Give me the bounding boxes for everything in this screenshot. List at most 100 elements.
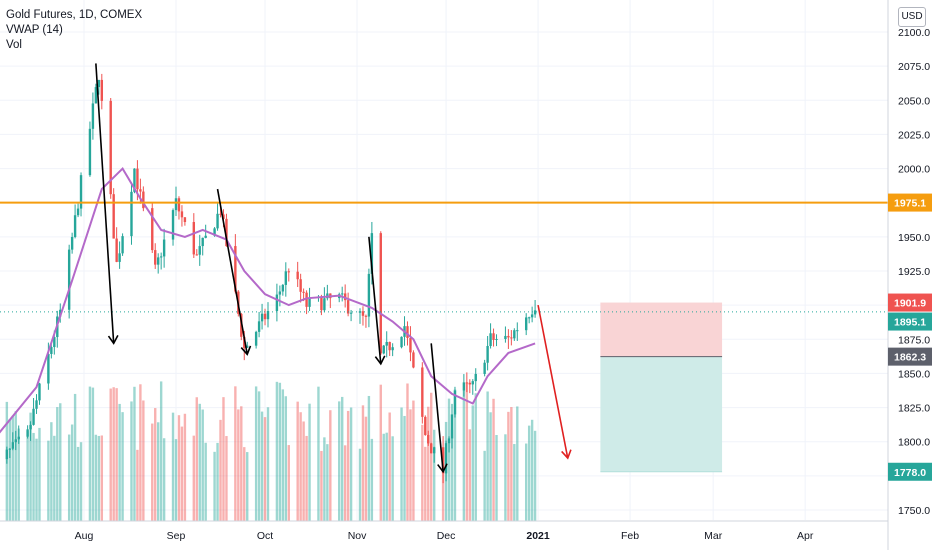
volume-bar: [240, 406, 243, 521]
candle-body: [115, 238, 118, 262]
volume-bar: [204, 442, 207, 521]
volume-bar: [139, 384, 142, 521]
volume-bar: [474, 393, 477, 521]
currency-badge[interactable]: USD: [898, 7, 926, 27]
volume-bar: [73, 393, 77, 521]
position-zones: [600, 302, 723, 473]
volume-bar: [308, 403, 311, 521]
volume-bar: [162, 438, 166, 521]
volume-bar: [465, 383, 469, 521]
volume-bar: [524, 443, 528, 521]
volume-bar: [222, 397, 225, 521]
volume-bar: [516, 406, 519, 521]
volume-bar: [317, 386, 320, 521]
candle-body: [118, 253, 121, 262]
candle-body: [275, 294, 279, 311]
projection-arrow-head: [561, 449, 572, 460]
volume-bar: [234, 386, 237, 521]
volume-bar: [243, 447, 246, 521]
candle-body: [76, 208, 80, 216]
candle-body: [234, 246, 237, 292]
symbol-title[interactable]: Gold Futures, 1D, COMEX: [6, 9, 143, 21]
volume-bar: [329, 410, 332, 521]
volume-bar: [142, 400, 145, 521]
profit-target-zone: [600, 356, 723, 472]
volume-bar: [97, 435, 101, 521]
volume-bar: [495, 434, 498, 521]
volume-bar: [237, 409, 240, 521]
volume-bar: [281, 389, 285, 521]
volume-bar: [70, 424, 74, 521]
volume-bar: [118, 403, 121, 521]
volume-bar: [130, 401, 133, 521]
candle-body: [486, 345, 489, 363]
candle-body: [204, 235, 207, 238]
candle-body: [38, 383, 41, 401]
volume-bar: [430, 392, 433, 521]
volume-bar: [462, 390, 466, 521]
vwap-indicator-label[interactable]: VWAP (14): [6, 24, 63, 36]
volume-indicator-label[interactable]: Vol: [6, 39, 22, 51]
candle-body: [97, 79, 101, 88]
y-tick-label: 1925.0: [898, 266, 930, 278]
candle-body: [510, 337, 513, 339]
candle-body: [453, 390, 457, 415]
candle-body: [47, 353, 50, 384]
candle-body: [504, 335, 507, 339]
candle-body: [388, 341, 391, 351]
candle-body: [474, 373, 477, 382]
candle-body: [112, 194, 115, 239]
vwap-price-tag: 1895.1: [894, 317, 926, 329]
volume-bar: [180, 426, 184, 521]
volume-bar: [56, 407, 59, 521]
y-tick-label: 1875.0: [898, 334, 930, 346]
volume-bar: [486, 391, 489, 521]
volume-bar: [32, 432, 35, 521]
candle-body: [530, 314, 534, 318]
candle-body: [349, 312, 353, 314]
volume-bar: [159, 381, 163, 521]
candle-body: [444, 443, 448, 474]
volume-bar: [441, 451, 445, 521]
candle-body: [26, 429, 29, 437]
volume-bar: [216, 442, 219, 521]
volume-bar: [183, 413, 187, 521]
candle-body: [430, 443, 433, 454]
x-tick-label: Oct: [257, 530, 273, 542]
volume-bar: [320, 450, 323, 521]
volume-bar: [338, 401, 341, 521]
candle-body: [278, 291, 282, 295]
volume-bar: [450, 429, 454, 521]
volume-bar: [340, 396, 344, 521]
volume-bar: [47, 440, 50, 521]
target-price-tag: 1778.0: [894, 467, 926, 479]
volume-bar: [254, 386, 258, 521]
volume-bar: [323, 437, 326, 521]
candle-body: [192, 222, 196, 255]
candle-body: [406, 326, 409, 338]
candle-body: [162, 239, 166, 257]
candle-body: [35, 400, 38, 409]
candle-body: [180, 211, 184, 218]
volume-bar: [121, 412, 124, 521]
candle-body: [198, 246, 201, 255]
candle-body: [462, 382, 466, 391]
candle-body: [302, 291, 305, 293]
candle-body: [32, 408, 35, 425]
volume-bar: [246, 452, 249, 521]
candle-body: [91, 103, 95, 129]
candle-body: [154, 250, 157, 265]
candle-body: [432, 447, 436, 454]
x-tick-label: Dec: [437, 530, 456, 542]
candle-body: [8, 448, 12, 450]
candle-body: [441, 447, 445, 474]
volume-bar: [453, 389, 457, 521]
candle-body: [177, 198, 181, 212]
volume-bar: [260, 411, 264, 521]
candle-body: [159, 256, 163, 258]
volume-bar: [38, 427, 41, 521]
projection-arrow-head: [107, 335, 119, 345]
y-tick-label: 1950.0: [898, 232, 930, 244]
